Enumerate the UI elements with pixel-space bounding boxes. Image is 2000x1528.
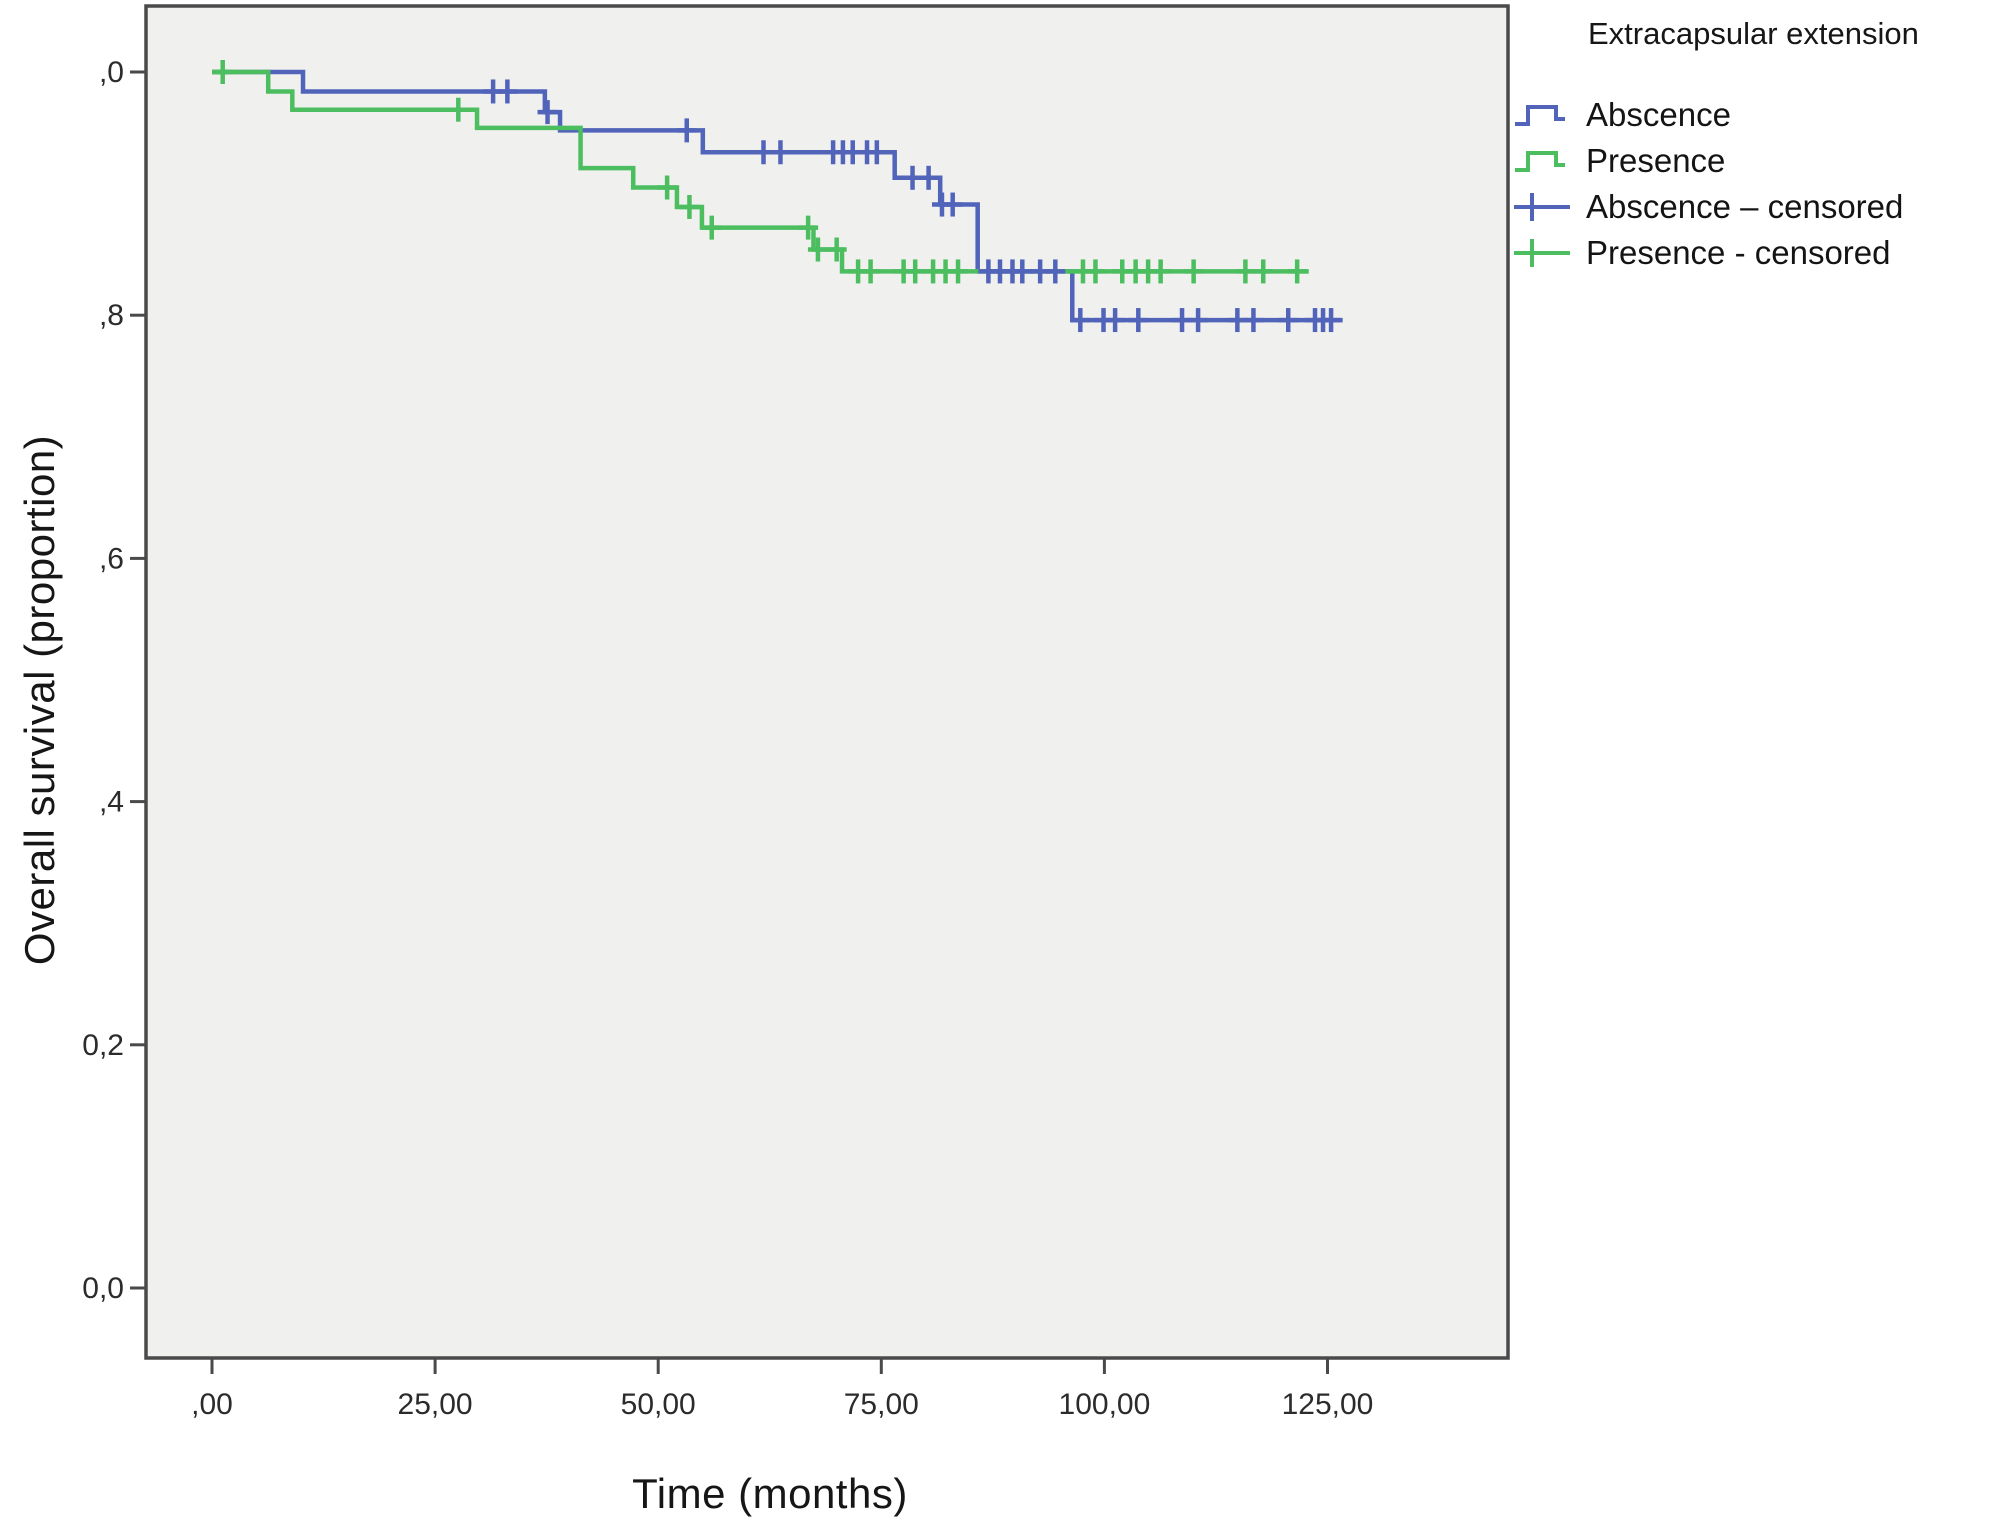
y-tick-label: 0,2 (82, 1029, 124, 1062)
x-tick-label: 100,00 (1059, 1388, 1151, 1421)
y-tick-label: ,8 (99, 299, 124, 332)
legend-entries: Abscence Presence Abscence – censored (1512, 92, 1998, 276)
y-tick-label: ,0 (99, 56, 124, 89)
abscence-step-line-icon (1515, 105, 1565, 126)
censor-marks-presence (212, 60, 1308, 284)
y-axis-ticks (130, 70, 146, 1290)
presence-censored-plus-icon (1514, 239, 1570, 267)
x-tick-label: 125,00 (1282, 1388, 1374, 1421)
y-tick-label: 0,0 (82, 1272, 124, 1305)
abscence-censored-plus-icon (1514, 193, 1570, 221)
y-tick-labels: ,0 ,8 ,6 ,4 0,2 0,0 (82, 56, 124, 1305)
x-axis-ticks (210, 1358, 1329, 1374)
y-tick-label: ,6 (99, 542, 124, 575)
legend-entry-presence-censored: Presence - censored (1512, 230, 1998, 276)
plot-frame (144, 4, 1510, 1360)
legend-entry-label: Presence - censored (1586, 234, 1891, 271)
x-tick-label: ,00 (191, 1388, 233, 1421)
x-tick-label: 50,00 (621, 1388, 696, 1421)
y-axis-title: Overall survival (proportion) (16, 434, 63, 966)
legend-entry-label: Abscence (1586, 96, 1731, 133)
x-tick-labels: ,00 25,00 50,00 75,00 100,00 125,00 (191, 1388, 1373, 1421)
legend-entry-presence: Presence (1512, 138, 1998, 184)
legend-entry-abscence: Abscence (1512, 92, 1998, 138)
censor-marks-abscence (483, 79, 1342, 333)
legend-entry-label: Abscence – censored (1586, 188, 1904, 225)
legend-title: Extracapsular extension (1588, 16, 1919, 51)
legend: Extracapsular extension Abscence Presenc… (1512, 16, 1998, 276)
legend-entry-abscence-censored: Abscence – censored (1512, 184, 1998, 230)
survival-curve-presence (212, 69, 1309, 274)
x-tick-label: 25,00 (398, 1388, 473, 1421)
x-axis-title: Time (months) (632, 1470, 908, 1517)
legend-entry-label: Presence (1586, 142, 1726, 179)
y-tick-label: ,4 (99, 786, 124, 819)
presence-step-line-icon (1515, 151, 1565, 172)
x-tick-label: 75,00 (844, 1388, 919, 1421)
